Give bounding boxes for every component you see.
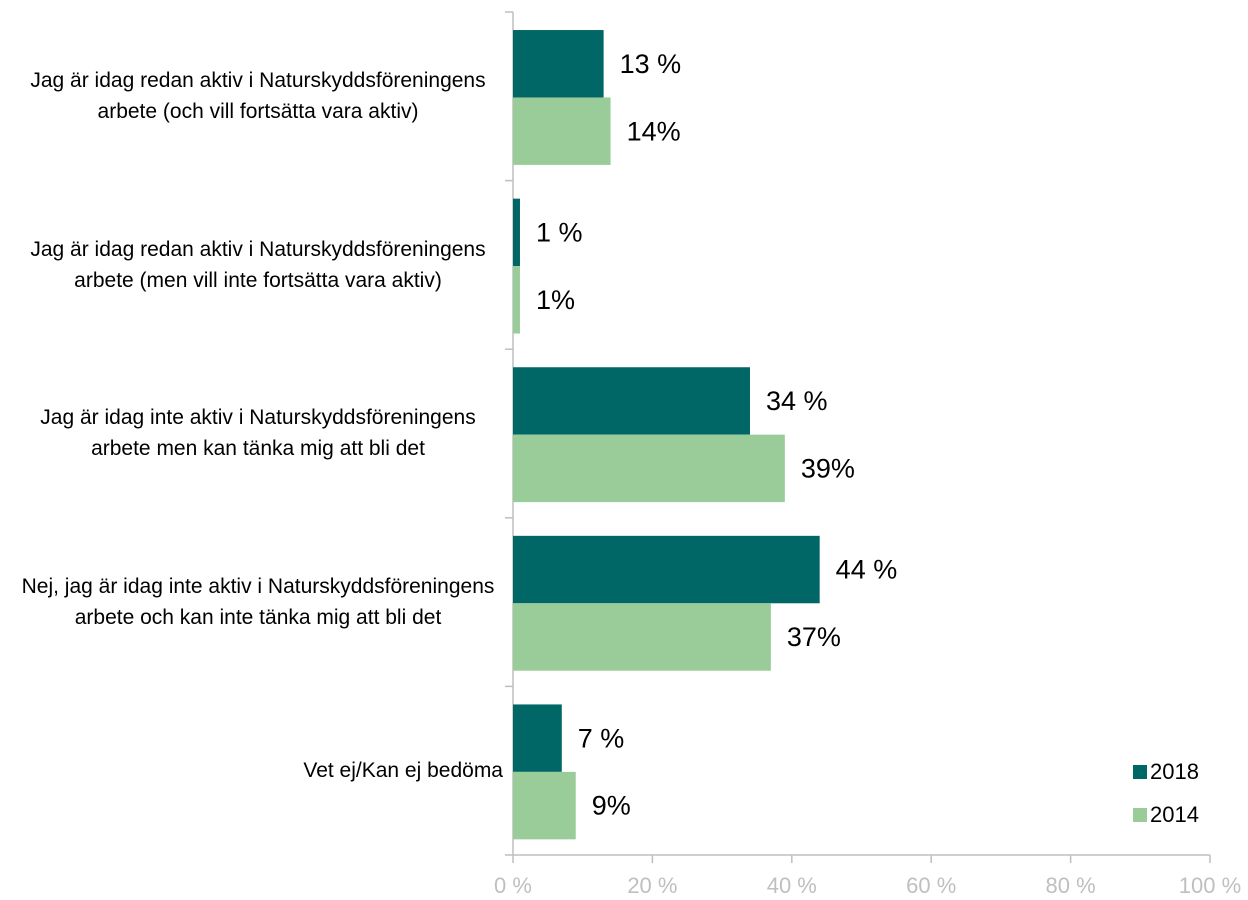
category-label-box: Jag är idag redan aktiv i Naturskyddsför… [0, 12, 503, 181]
bar [513, 97, 611, 165]
legend-label: 2014 [1150, 802, 1199, 827]
category-label-box: Jag är idag inte aktiv i Naturskyddsföre… [0, 349, 503, 518]
data-label: 7 % [578, 723, 625, 753]
data-label: 9% [592, 791, 631, 821]
y-tick-label: Jag är idag redan aktiv i Naturskyddsför… [30, 69, 486, 124]
data-label: 1 % [536, 217, 583, 247]
bar [513, 603, 771, 671]
bar [513, 198, 520, 267]
x-tick-label: 60 % [906, 873, 956, 898]
y-tick-label: Nej, jag är idag inte aktiv i Naturskydd… [21, 575, 495, 630]
bar [513, 704, 562, 772]
data-label: 37% [787, 622, 841, 652]
data-label: 44 % [836, 555, 898, 585]
bar [513, 266, 520, 334]
category-label-box: Jag är idag redan aktiv i Naturskyddsför… [0, 181, 503, 350]
category-label-box: Nej, jag är idag inte aktiv i Naturskydd… [0, 518, 503, 687]
bar [513, 434, 785, 503]
legend-swatch [1133, 808, 1147, 822]
x-tick-label: 40 % [767, 873, 817, 898]
y-tick-label: Jag är idag inte aktiv i Naturskyddsföre… [40, 406, 476, 461]
y-tick-label: Vet ej/Kan ej bedöma [303, 759, 503, 783]
bar [513, 30, 604, 98]
x-tick-label: 80 % [1046, 873, 1096, 898]
data-label: 14% [627, 116, 681, 146]
data-label: 39% [801, 454, 855, 484]
data-label: 1% [536, 285, 575, 315]
x-tick-label: 0 % [494, 873, 532, 898]
category-label-box: Vet ej/Kan ej bedöma [0, 686, 503, 855]
data-label: 13 % [620, 49, 682, 79]
data-label: 34 % [766, 386, 828, 416]
bar [513, 771, 576, 840]
x-tick-label: 100 % [1179, 873, 1241, 898]
bar [513, 535, 820, 604]
x-tick-label: 20 % [627, 873, 677, 898]
legend-swatch [1133, 765, 1147, 779]
y-tick-label: Jag är idag redan aktiv i Naturskyddsför… [30, 237, 486, 292]
legend-label: 2018 [1150, 759, 1199, 784]
bar [513, 367, 750, 435]
